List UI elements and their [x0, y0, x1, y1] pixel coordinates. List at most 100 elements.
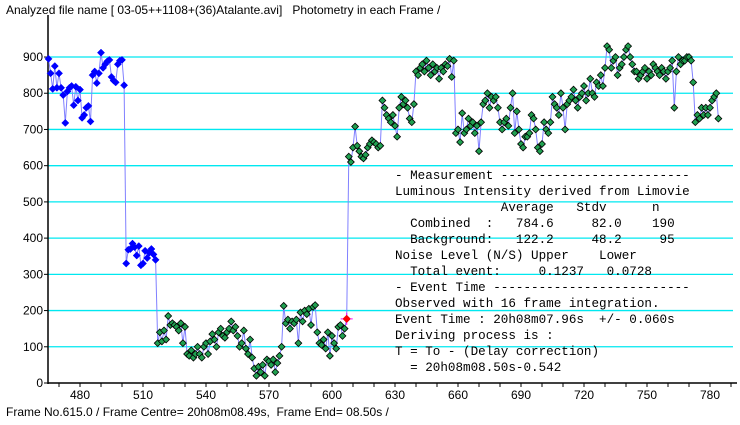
event-point [220, 333, 229, 342]
event-point [376, 141, 385, 150]
event-point [577, 89, 586, 98]
event-point [544, 129, 553, 138]
event-point [624, 42, 633, 51]
event-point [187, 346, 196, 355]
event-point [613, 71, 622, 80]
event-point [162, 335, 171, 344]
event-point [380, 103, 389, 112]
event-point [332, 344, 341, 353]
event-point [319, 335, 328, 344]
event-point [506, 103, 515, 112]
event-point [519, 143, 528, 152]
event-point [227, 317, 236, 326]
event-point [510, 129, 519, 138]
y-tick-label: 300 [23, 267, 43, 281]
event-point [403, 103, 412, 112]
pre-event-point [76, 85, 84, 94]
event-point [340, 324, 349, 333]
x-tick-label: 720 [574, 388, 594, 400]
event-point [504, 121, 513, 130]
event-point [590, 92, 599, 101]
event-point [668, 56, 677, 65]
info-line: Observed with 16 frame integration. [395, 297, 660, 311]
event-point [336, 321, 345, 330]
event-point [193, 342, 202, 351]
pre-event-point [61, 118, 70, 127]
event-point [160, 326, 168, 335]
y-tick-label: 500 [23, 195, 43, 209]
light-curve-chart[interactable]: 0 100 200 300 400 500 600 700 800 900 480 510 540 570… [0, 0, 740, 400]
mode-label: Photometry in each Frame / [292, 3, 441, 17]
event-point [670, 103, 679, 112]
pre-event-point [122, 259, 131, 268]
file-name-label: Analyzed file name [ 03-05++1108+(36)Ata… [6, 3, 283, 17]
event-point [529, 114, 538, 123]
event-point [439, 67, 448, 76]
pre-event-point [69, 101, 78, 110]
event-point [561, 125, 570, 134]
info-line: Average Stdv n [395, 201, 660, 215]
event-point [655, 71, 664, 80]
event-point [666, 63, 675, 72]
info-line: Event Time : 20h08m07.96s +/- 0.060s [395, 313, 675, 327]
event-point [328, 331, 336, 340]
event-point [286, 324, 294, 333]
event-point [294, 339, 303, 348]
event-point [248, 353, 257, 362]
event-point [632, 67, 641, 76]
event-point [586, 74, 595, 83]
event-point [233, 331, 242, 340]
x-tick-label: 480 [70, 388, 90, 400]
info-line: = 20h08m08.50s-0.542 [395, 361, 562, 375]
event-point [391, 121, 399, 130]
pre-event-point [84, 101, 93, 110]
event-point [462, 125, 471, 134]
event-point [477, 118, 486, 127]
event-point [661, 74, 670, 83]
y-tick-label: 700 [23, 122, 43, 136]
event-point [298, 317, 307, 326]
event-point [317, 341, 326, 349]
event-point [210, 335, 219, 344]
event-point [628, 60, 637, 69]
event-point [231, 322, 240, 331]
event-point [435, 74, 444, 83]
event-point [420, 67, 429, 76]
event-point [355, 147, 364, 156]
event-point [643, 74, 651, 83]
event-point [640, 63, 649, 72]
event-point [538, 139, 546, 148]
pre-event-point [132, 251, 141, 260]
event-point [424, 63, 433, 72]
event-point [241, 344, 250, 353]
event-point [395, 103, 404, 112]
event-point [428, 60, 437, 69]
pre-event-point [134, 242, 143, 251]
x-tick-label: 750 [637, 388, 657, 400]
event-point [204, 350, 213, 358]
event-point [647, 71, 656, 80]
event-point [468, 118, 477, 127]
event-point [601, 63, 609, 72]
info-line: - Event Time -------------------------- [395, 281, 690, 295]
event-point [426, 71, 435, 80]
pre-event-point [111, 78, 120, 87]
event-point [325, 351, 334, 360]
event-point [546, 118, 555, 127]
event-point [449, 56, 458, 65]
event-point [598, 82, 607, 90]
event-point [407, 118, 416, 127]
event-point [313, 328, 322, 337]
event-point [447, 72, 456, 81]
pre-event-point [55, 69, 63, 78]
event-point [260, 371, 269, 380]
event-point [475, 147, 483, 156]
event-point [401, 96, 410, 105]
event-point [164, 312, 173, 320]
event-point [174, 326, 183, 335]
event-point [277, 342, 286, 351]
x-tick-label: 660 [448, 388, 468, 400]
event-point [596, 71, 605, 80]
event-point [548, 92, 557, 101]
